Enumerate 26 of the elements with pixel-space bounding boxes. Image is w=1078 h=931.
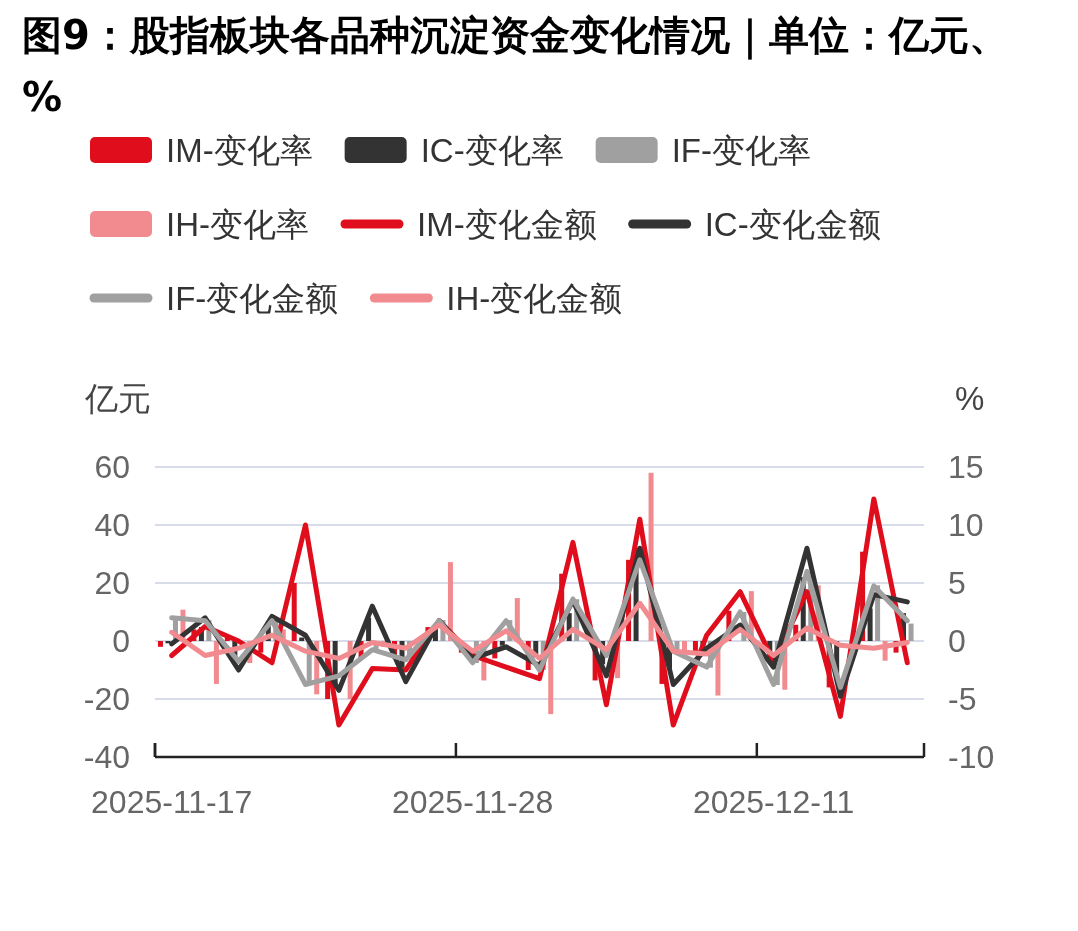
legend-label: IM-变化金额 bbox=[417, 206, 597, 243]
y-tick-label: 40 bbox=[94, 507, 130, 543]
y-axis-title: 亿元 bbox=[84, 380, 151, 417]
x-tick-label: 2025-12-11 bbox=[692, 784, 855, 820]
y2-axis-title: % bbox=[955, 380, 985, 417]
y-tick-label: 20 bbox=[94, 565, 130, 601]
x-tick-label: 2025-11-17 bbox=[91, 784, 253, 820]
y2-tick-label: -10 bbox=[948, 739, 995, 775]
y-tick-label: 0 bbox=[112, 623, 130, 659]
legend-label: IH-变化金额 bbox=[446, 280, 623, 317]
legend-label: IC-变化金额 bbox=[704, 206, 881, 243]
y2-tick-label: 0 bbox=[948, 623, 966, 659]
legend-label: IF-变化金额 bbox=[166, 280, 339, 317]
legend-label: IF-变化率 bbox=[671, 132, 811, 169]
y2-tick-label: 10 bbox=[948, 507, 984, 543]
legend-label: IH-变化率 bbox=[166, 206, 309, 243]
y2-tick-label: 5 bbox=[948, 565, 966, 601]
legend-label: IM-变化率 bbox=[166, 132, 313, 169]
y-tick-label: -40 bbox=[83, 739, 130, 775]
y-tick-label: -20 bbox=[83, 681, 130, 717]
x-tick-label: 2025-11-28 bbox=[391, 784, 554, 820]
y-tick-label: 60 bbox=[94, 449, 130, 485]
y2-tick-label: -5 bbox=[948, 681, 977, 717]
legend-label: IC-变化率 bbox=[420, 132, 564, 169]
y2-tick-label: 15 bbox=[948, 449, 984, 485]
title: 图9：股指板块各品种沉淀资金变化情况｜单位：亿元、% bbox=[22, 11, 1010, 122]
